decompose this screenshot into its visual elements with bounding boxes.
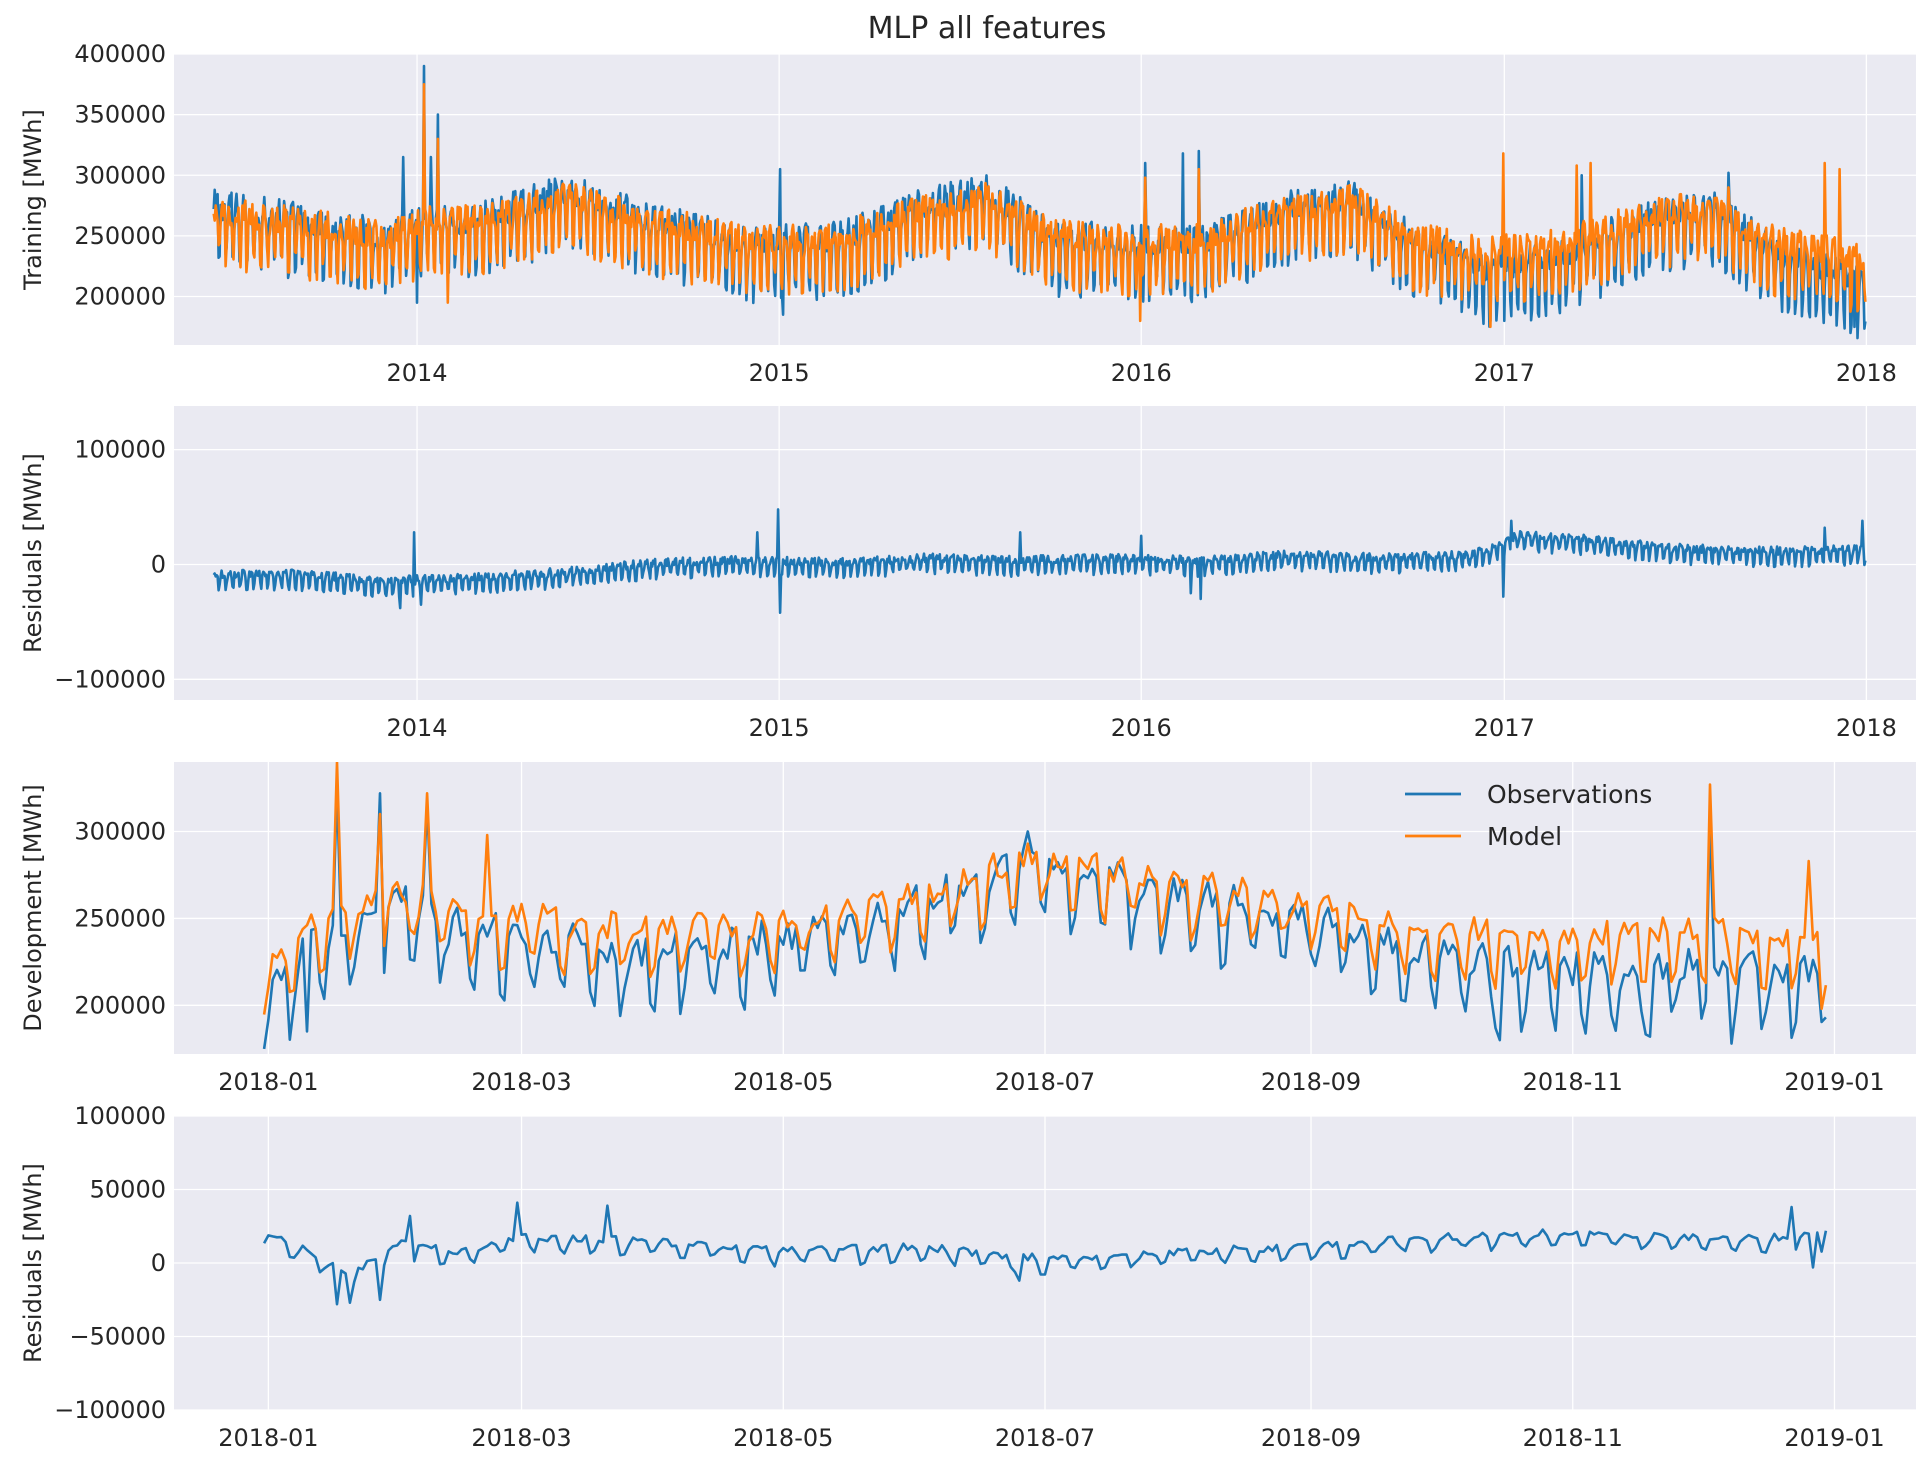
y-tick-label: 0 bbox=[151, 550, 166, 578]
y-tick-label: 250000 bbox=[74, 222, 166, 250]
x-tick-label: 2018-05 bbox=[733, 1068, 833, 1096]
panel-2: 2014 2015 2016 2017 2018 −100000 0 100000 Residu… bbox=[19, 406, 1916, 742]
x-tick-label: 2014 bbox=[387, 714, 448, 742]
x-tick-label: 2018-03 bbox=[471, 1424, 571, 1452]
observations-series-line bbox=[212, 508, 1867, 614]
x-tick-label: 2019-01 bbox=[1784, 1068, 1884, 1096]
model-series-line bbox=[212, 83, 1867, 329]
y-tick-label: 350000 bbox=[74, 101, 166, 129]
x-tick-label: 2018 bbox=[1836, 359, 1897, 387]
legend: Observations Model bbox=[1405, 780, 1652, 851]
y-axis-label: Residuals [MWh] bbox=[19, 453, 47, 653]
panel-4: 2018-01 2018-03 2018-05 2018-07 2018-09 2018-… bbox=[19, 1102, 1916, 1452]
panel-1: 2014 2015 2016 2017 2018 200000 250000 300000 35… bbox=[19, 40, 1916, 387]
model-series-line bbox=[262, 762, 1828, 1015]
y-tick-label: 100000 bbox=[74, 436, 166, 464]
observations-series-line bbox=[262, 786, 1827, 1050]
x-tick-label: 2014 bbox=[387, 359, 448, 387]
x-tick-label: 2018-09 bbox=[1261, 1424, 1361, 1452]
y-tick-label: 250000 bbox=[74, 904, 166, 932]
y-tick-label: 300000 bbox=[74, 161, 166, 189]
legend-label: Model bbox=[1487, 822, 1562, 851]
y-tick-label: 200000 bbox=[74, 283, 166, 311]
figure-title: MLP all features bbox=[868, 11, 1107, 46]
y-axis-label: Residuals [MWh] bbox=[19, 1163, 47, 1363]
plot-area bbox=[174, 406, 1916, 700]
x-tick-label: 2018-09 bbox=[1261, 1068, 1361, 1096]
x-tick-label: 2018-07 bbox=[995, 1424, 1095, 1452]
y-tick-label: 200000 bbox=[74, 991, 166, 1019]
x-tick-label: 2018-11 bbox=[1523, 1068, 1623, 1096]
y-tick-label: −100000 bbox=[54, 1396, 166, 1424]
y-tick-label: 0 bbox=[151, 1249, 166, 1277]
x-tick-label: 2018-01 bbox=[218, 1068, 318, 1096]
x-tick-label: 2019-01 bbox=[1784, 1424, 1884, 1452]
y-tick-label: 300000 bbox=[74, 818, 166, 846]
x-tick-label: 2015 bbox=[749, 714, 810, 742]
y-tick-label: −100000 bbox=[54, 665, 166, 693]
x-tick-label: 2018 bbox=[1836, 714, 1897, 742]
y-axis-label: Development [MWh] bbox=[19, 784, 47, 1032]
x-tick-label: 2015 bbox=[749, 359, 810, 387]
y-axis-label: Training [MWh] bbox=[19, 109, 47, 291]
y-tick-label: 100000 bbox=[74, 1102, 166, 1130]
y-tick-label: 50000 bbox=[90, 1176, 166, 1204]
legend-label: Observations bbox=[1487, 780, 1652, 809]
x-tick-label: 2016 bbox=[1111, 359, 1172, 387]
x-tick-label: 2018-03 bbox=[471, 1068, 571, 1096]
x-tick-label: 2018-05 bbox=[733, 1424, 833, 1452]
panel-3: 2018-01 2018-03 2018-05 2018-07 2018-09 2018-… bbox=[19, 762, 1916, 1096]
y-tick-label: 400000 bbox=[74, 40, 166, 68]
x-tick-label: 2018-01 bbox=[218, 1424, 318, 1452]
y-tick-label: −50000 bbox=[70, 1323, 166, 1351]
x-tick-label: 2018-11 bbox=[1523, 1424, 1623, 1452]
plot-area bbox=[174, 54, 1916, 345]
x-tick-label: 2018-07 bbox=[995, 1068, 1095, 1096]
observations-series-line bbox=[262, 1201, 1828, 1306]
x-tick-label: 2016 bbox=[1111, 714, 1172, 742]
x-tick-label: 2017 bbox=[1474, 714, 1535, 742]
x-tick-label: 2017 bbox=[1474, 359, 1535, 387]
